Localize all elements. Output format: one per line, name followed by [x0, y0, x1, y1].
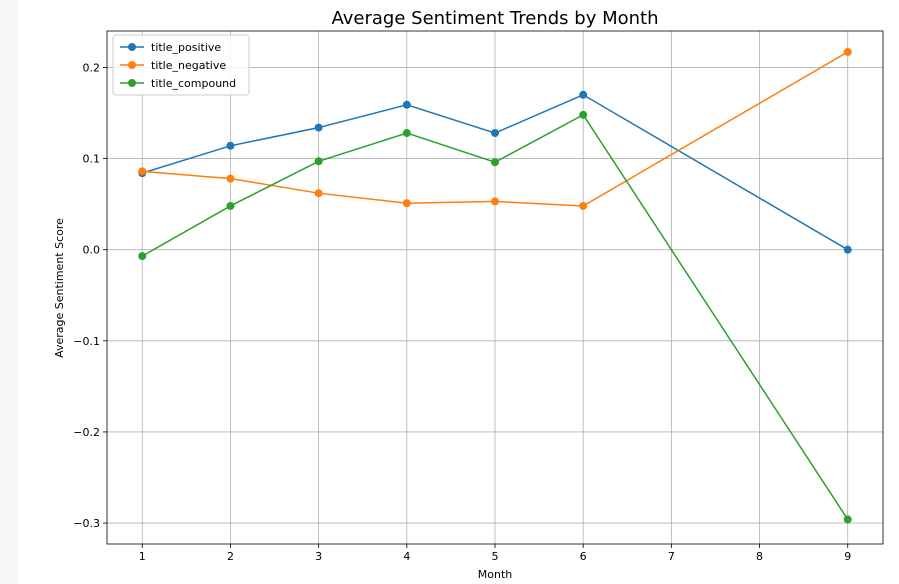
data-point-title_negative	[138, 167, 147, 176]
data-point-title_compound	[314, 157, 323, 166]
x-tick-label: 9	[844, 550, 851, 563]
window-edge	[0, 0, 18, 584]
legend-box	[112, 34, 250, 96]
y-tick-label: 0.1	[83, 153, 101, 166]
data-point-title_compound	[138, 252, 147, 261]
data-point-title_negative	[226, 174, 235, 183]
x-tick-label: 2	[227, 550, 234, 563]
chart-title: Average Sentiment Trends by Month	[332, 8, 659, 29]
x-tick-label: 6	[580, 550, 587, 563]
legend-marker-title_positive	[128, 43, 136, 51]
data-point-title_negative	[491, 197, 499, 206]
y-axis-label: Average Sentiment Score	[53, 218, 66, 358]
y-tick-label: −0.2	[73, 426, 100, 439]
legend-marker-title_negative	[128, 61, 136, 69]
y-tick-label: 0.0	[83, 244, 101, 257]
data-point-title_positive	[402, 100, 411, 109]
x-tick-label: 5	[492, 550, 499, 563]
x-axis-label: Month	[478, 568, 513, 581]
y-tick-label: −0.1	[73, 335, 100, 348]
data-point-title_negative	[843, 47, 852, 56]
data-point-title_compound	[402, 129, 411, 138]
legend-label-title_positive: title_positive	[151, 41, 221, 54]
data-point-title_positive	[579, 90, 588, 99]
legend-label-title_negative: title_negative	[151, 59, 226, 72]
data-point-title_negative	[314, 189, 323, 198]
x-tick-label: 3	[315, 550, 322, 563]
plot-frame	[106, 30, 884, 545]
data-point-title_compound	[579, 110, 588, 119]
data-point-title_negative	[579, 201, 588, 210]
x-tick-label: 8	[756, 550, 763, 563]
legend: title_positive title_negative title_compou…	[112, 34, 250, 96]
grid	[107, 31, 883, 544]
axes: 1 2 3 4 5 6 7 8 9 −0.3 −0.2 −0.1 0.0 0.1 0.2	[73, 30, 884, 563]
x-tick-label: 7	[668, 550, 675, 563]
y-tick-label: −0.3	[73, 517, 100, 530]
data-point-title_positive	[491, 129, 499, 138]
data-point-title_compound	[491, 158, 499, 167]
data-point-title_positive	[226, 141, 235, 150]
x-tick-label: 1	[139, 550, 146, 563]
y-tick-label: 0.2	[83, 61, 101, 74]
legend-label-title_compound: title_compound	[151, 77, 236, 90]
legend-marker-title_compound	[128, 79, 136, 87]
data-point-title_positive	[843, 245, 852, 254]
data-point-title_positive	[314, 123, 323, 132]
series-group	[138, 47, 852, 524]
data-point-title_negative	[402, 199, 411, 208]
data-point-title_compound	[843, 515, 852, 524]
x-tick-label: 4	[403, 550, 410, 563]
data-point-title_compound	[226, 201, 235, 210]
